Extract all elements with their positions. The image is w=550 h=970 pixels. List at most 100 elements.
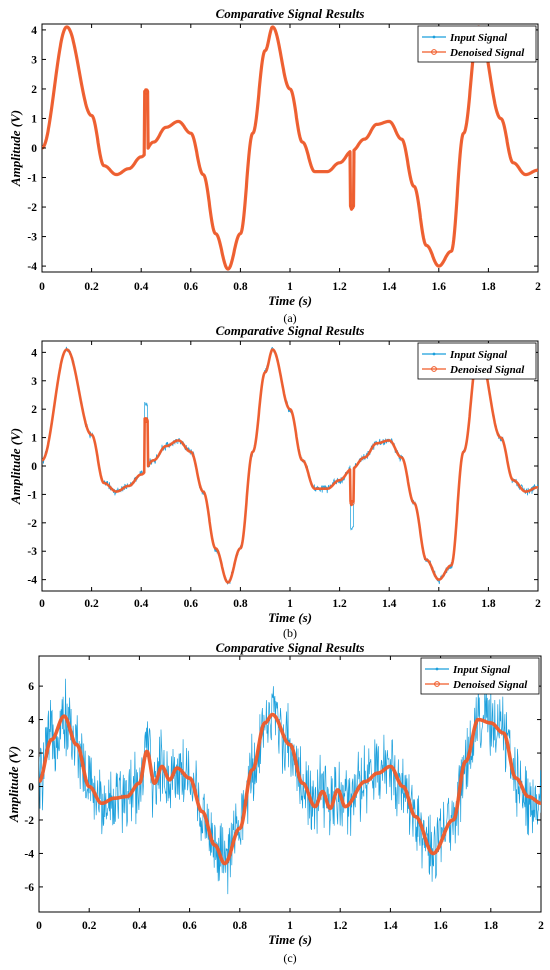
y-tick-label: -1 <box>27 489 37 501</box>
y-tick-label: 3 <box>31 376 37 388</box>
legend-marker <box>432 35 436 39</box>
y-tick-label: -2 <box>27 202 37 214</box>
legend-marker <box>435 667 439 671</box>
x-tick-label: 1.2 <box>332 281 347 293</box>
legend-label: Denoised Signal <box>449 364 525 376</box>
x-tick-label: 0 <box>36 920 42 932</box>
series-group <box>39 678 541 895</box>
x-tick-label: 1.6 <box>432 598 447 610</box>
x-tick-label: 0.2 <box>84 598 99 610</box>
panel-label: (a) <box>283 311 296 325</box>
y-tick-label: 0 <box>31 461 37 473</box>
legend-marker <box>434 681 440 687</box>
denoised-glitch-marker <box>349 204 355 210</box>
y-tick-label: -3 <box>27 232 37 244</box>
y-tick-label: -6 <box>24 882 34 894</box>
x-tick-label: 0.4 <box>132 920 147 932</box>
x-axis-label: Time (s) <box>268 610 312 625</box>
x-axis-label: Time (s) <box>268 293 312 308</box>
x-tick-label: 1.8 <box>481 281 496 293</box>
x-tick-label: 0.2 <box>84 281 99 293</box>
panel-label: (b) <box>283 626 297 640</box>
x-tick-label: 1.2 <box>332 598 347 610</box>
x-tick-label: 0.6 <box>184 281 199 293</box>
x-tick-label: 1.8 <box>481 598 496 610</box>
y-tick-label: 0 <box>31 143 37 155</box>
chart-panel-2: 0 0.2 0.4 0.6 0.8 1 1.2 1.4 1.6 1.8 2 -4 -3 -2 -1 0 1 2 3 4… <box>8 323 541 640</box>
y-tick-label: -4 <box>27 575 37 587</box>
legend-marker <box>432 352 436 356</box>
x-tick-label: 0.4 <box>134 281 149 293</box>
legend-label: Denoised Signal <box>449 47 525 59</box>
legend: Input Signal Denoised Signal <box>420 657 540 695</box>
denoised-signal-line <box>42 348 538 584</box>
x-tick-label: 2 <box>535 281 541 293</box>
y-tick-label: -2 <box>27 518 37 530</box>
series-group <box>42 346 538 585</box>
legend-box <box>417 342 537 380</box>
chart-panel-1: 0 0.2 0.4 0.6 0.8 1 1.2 1.4 1.6 1.8 2 -4 -3 -2 -1 0 1 2 3 4… <box>8 6 541 325</box>
x-tick-label: 1.6 <box>432 281 447 293</box>
series-group <box>42 25 538 271</box>
legend-label: Denoised Signal <box>452 679 528 691</box>
y-tick-label: 4 <box>28 715 34 727</box>
x-tick-label: 1 <box>287 920 293 932</box>
denoised-glitch-marker <box>143 89 149 95</box>
y-tick-label: 2 <box>28 748 34 760</box>
x-tick-label: 1.4 <box>383 920 398 932</box>
plot-area <box>38 655 542 913</box>
x-tick-label: 2 <box>535 598 541 610</box>
legend-marker <box>431 366 437 372</box>
y-tick-label: 4 <box>31 347 37 359</box>
x-tick-label: 1 <box>287 281 293 293</box>
x-tick-label: 2 <box>538 920 544 932</box>
y-tick-label: 4 <box>31 25 37 37</box>
x-tick-label: 0.6 <box>182 920 197 932</box>
y-tick-label: 1 <box>31 433 37 445</box>
x-tick-label: 1.6 <box>433 920 448 932</box>
y-axis-label: Amplitude (V) <box>8 428 23 505</box>
x-tick-label: 1.8 <box>484 920 499 932</box>
y-tick-label: 0 <box>28 782 34 794</box>
y-tick-label: 1 <box>31 113 37 125</box>
chart-title: Comparative Signal Results <box>216 323 365 338</box>
denoised-glitch-marker <box>143 417 149 424</box>
y-tick-label: -2 <box>24 815 34 827</box>
y-tick-label: 3 <box>31 54 37 66</box>
x-tick-label: 0 <box>39 281 45 293</box>
x-tick-label: 0.6 <box>184 598 199 610</box>
y-tick-label: 2 <box>31 84 37 96</box>
chart-panel-3: 0 0.2 0.4 0.6 0.8 1 1.2 1.4 1.6 1.8 2 -6 -4 -2 0 2 4 6 Com… <box>6 640 544 965</box>
x-tick-label: 0.8 <box>233 281 248 293</box>
legend: Input Signal Denoised Signal <box>417 25 537 63</box>
x-tick-label: 0.8 <box>233 598 248 610</box>
legend-label: Input Signal <box>452 664 511 676</box>
panel-label: (c) <box>283 951 296 965</box>
y-axis-label: Amplitude (V) <box>6 746 21 823</box>
legend-marker <box>431 49 437 55</box>
y-tick-label: -1 <box>27 173 37 185</box>
y-tick-label: -4 <box>24 848 34 860</box>
x-tick-label: 0 <box>39 598 45 610</box>
legend-label: Input Signal <box>449 32 508 44</box>
denoised-signal-line <box>42 25 538 271</box>
y-tick-label: 2 <box>31 404 37 416</box>
x-tick-label: 0.8 <box>233 920 248 932</box>
x-tick-label: 1.4 <box>382 281 397 293</box>
y-tick-label: 6 <box>28 681 34 693</box>
denoised-glitch-marker <box>349 500 355 506</box>
legend-label: Input Signal <box>449 349 508 361</box>
denoised-signal-line <box>39 712 541 866</box>
x-tick-label: 0.2 <box>82 920 97 932</box>
legend-box <box>420 657 540 695</box>
x-tick-label: 1 <box>287 598 293 610</box>
y-tick-label: -4 <box>27 261 37 273</box>
legend-box <box>417 25 537 63</box>
y-tick-label: -3 <box>27 546 37 558</box>
x-tick-label: 0.4 <box>134 598 149 610</box>
x-tick-label: 1.2 <box>333 920 348 932</box>
chart-title: Comparative Signal Results <box>216 640 365 655</box>
legend: Input Signal Denoised Signal <box>417 342 537 380</box>
chart-title: Comparative Signal Results <box>216 6 365 21</box>
